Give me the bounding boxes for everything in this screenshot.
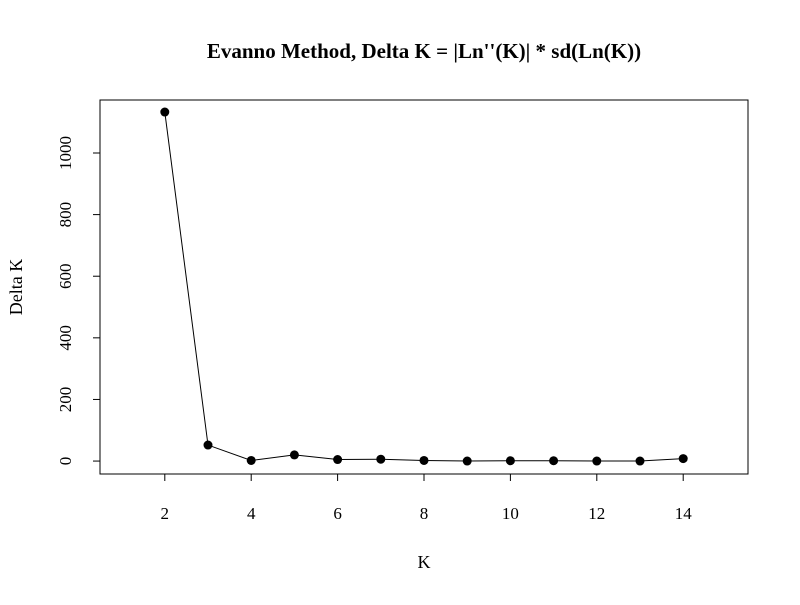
data-point <box>160 107 170 117</box>
data-point <box>203 440 213 450</box>
y-tick-label: 600 <box>56 263 75 289</box>
y-tick-label: 0 <box>56 457 75 466</box>
data-point <box>333 455 343 465</box>
data-point <box>678 454 688 464</box>
y-tick-label: 800 <box>56 202 75 228</box>
x-tick-label: 4 <box>247 504 256 523</box>
x-tick-label: 2 <box>161 504 170 523</box>
chart-title: Evanno Method, Delta K = |Ln''(K)| * sd(… <box>207 39 641 63</box>
data-point <box>505 456 515 466</box>
x-axis-label: K <box>418 552 431 572</box>
series-line <box>164 111 684 462</box>
y-tick-label: 200 <box>56 387 75 413</box>
x-tick-label: 10 <box>502 504 519 523</box>
y-axis: 0 200 400 600 800 1000 <box>56 136 101 466</box>
data-point <box>419 455 429 465</box>
data-point <box>592 456 602 466</box>
data-point <box>635 456 645 466</box>
x-axis: 2 4 6 8 10 12 14 <box>161 473 693 523</box>
x-tick-label: 14 <box>675 504 693 523</box>
delta-k-series <box>160 107 688 466</box>
x-tick-label: 6 <box>333 504 342 523</box>
y-tick-label: 1000 <box>56 136 75 170</box>
data-point <box>289 450 299 460</box>
data-point <box>246 455 256 465</box>
data-point <box>462 456 472 466</box>
data-point <box>376 454 386 464</box>
plot-frame <box>99 99 749 475</box>
y-tick-label: 400 <box>56 325 75 351</box>
data-point <box>549 456 559 466</box>
x-tick-label: 8 <box>420 504 429 523</box>
y-axis-label: Delta K <box>6 259 26 315</box>
x-tick-label: 12 <box>588 504 605 523</box>
